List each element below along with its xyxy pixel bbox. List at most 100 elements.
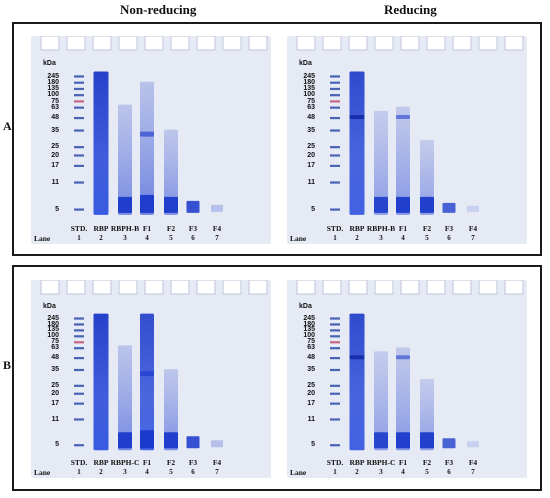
- mw-marker-label: 63: [51, 344, 59, 352]
- well-icon: [478, 36, 498, 51]
- lane-number: 2: [355, 234, 359, 242]
- ladder-band: [74, 94, 84, 97]
- well-icon: [322, 280, 342, 295]
- gel-a-non-reducing: kDa 245 180 135 100 75 63 48 35 25 20 17 11 5 STD. 1 RBP…: [31, 36, 271, 244]
- mw-marker-label: 75: [307, 338, 315, 346]
- ladder-band: [330, 75, 340, 78]
- ladder-band: [330, 392, 340, 395]
- mw-marker-label: 25: [307, 381, 315, 389]
- lane-number: 3: [123, 468, 127, 476]
- lane-number: 1: [333, 468, 337, 476]
- gel-image: [296, 36, 524, 215]
- well-icon: [374, 280, 394, 295]
- mw-marker-label: 135: [303, 85, 315, 93]
- mw-marker-label: 180: [303, 78, 315, 86]
- lane-name: F1: [142, 458, 152, 467]
- lane-name: F1: [398, 224, 408, 233]
- mw-marker-label: 48: [51, 114, 59, 122]
- ladder-band: [74, 75, 84, 78]
- ladder-band: [330, 347, 340, 350]
- ladder-band: [74, 146, 84, 149]
- lane-name: F4: [212, 458, 222, 467]
- lane-number: 4: [401, 234, 405, 242]
- lane-name: RBPH-C: [110, 458, 140, 467]
- lane-name: F3: [188, 224, 198, 233]
- mw-marker-label: 5: [311, 441, 315, 449]
- lane-number: 1: [333, 234, 337, 242]
- well-icon: [66, 280, 86, 295]
- mw-marker-label: 75: [51, 338, 59, 346]
- mw-marker-label: 100: [303, 91, 315, 99]
- gel-image: [40, 36, 268, 215]
- well-icon: [400, 36, 420, 51]
- well-icon: [504, 280, 524, 295]
- non-reducing-header: Non-reducing: [120, 2, 197, 17]
- lane-band: [118, 432, 132, 449]
- ladder-band: [330, 81, 340, 84]
- ladder-band: [74, 208, 84, 211]
- lane-band: [186, 200, 200, 213]
- mw-marker-label: 35: [51, 126, 59, 134]
- lane-band: [211, 204, 223, 212]
- kda-label: kDa: [43, 302, 56, 310]
- lane-band: [374, 432, 388, 449]
- mw-marker-label: 25: [51, 381, 59, 389]
- lane-smear: [396, 347, 410, 451]
- mw-marker-label: 180: [47, 320, 59, 328]
- lane-band: [140, 194, 154, 213]
- ladder-band: [74, 81, 84, 84]
- ladder-band: [330, 106, 340, 109]
- mw-marker-label: 245: [303, 314, 315, 322]
- lane-band: [374, 196, 388, 213]
- ladder-band: [330, 384, 340, 387]
- well-icon: [92, 280, 112, 295]
- lane-name: RBPH-B: [366, 224, 396, 233]
- lane-smear: [164, 129, 178, 215]
- well-icon: [452, 280, 472, 295]
- ladder-band: [330, 87, 340, 91]
- gel-image: [296, 280, 524, 451]
- gel-image: [40, 280, 268, 451]
- lane-word: Lane: [34, 468, 51, 477]
- ladder-band: [74, 164, 84, 167]
- lane-name: F4: [468, 224, 478, 233]
- lane-band: [140, 131, 154, 137]
- lane-word: Lane: [290, 468, 307, 477]
- mw-marker-label: 11: [307, 178, 315, 186]
- mw-marker-label: 180: [47, 78, 59, 86]
- lane-name: RBP: [93, 224, 109, 233]
- lane-number: 3: [379, 234, 383, 242]
- well-icon: [296, 280, 316, 295]
- well-icon: [118, 280, 138, 295]
- ladder-band: [330, 317, 340, 320]
- lane-number: 4: [145, 468, 149, 476]
- lane-name: F4: [212, 224, 222, 233]
- ladder-band: [330, 444, 340, 447]
- lane-number: 6: [191, 234, 195, 242]
- lane-number: 3: [379, 468, 383, 476]
- lane-band: [164, 432, 178, 449]
- lane-name: F1: [398, 458, 408, 467]
- well-icon: [348, 36, 368, 51]
- lane-band: [467, 205, 479, 212]
- well-icon: [348, 280, 368, 295]
- mw-marker-label: 35: [307, 126, 315, 134]
- well-icon: [296, 36, 316, 51]
- lane-band: [442, 202, 456, 213]
- ladder-band: [330, 329, 340, 332]
- ladder-band: [330, 402, 340, 405]
- ladder-band: [74, 129, 84, 132]
- lane-band: [164, 196, 178, 213]
- mw-marker-label: 20: [51, 389, 59, 397]
- well-icon: [196, 36, 216, 51]
- mw-marker-label: 11: [307, 415, 315, 423]
- well-icon: [196, 280, 216, 295]
- mw-marker-label: 35: [307, 366, 315, 374]
- lane-name: F2: [422, 224, 432, 233]
- ladder-band: [330, 208, 340, 211]
- mw-marker-label: 63: [307, 344, 315, 352]
- ladder-band: [74, 154, 84, 157]
- well-icon: [118, 36, 138, 51]
- ladder-band: [74, 181, 84, 184]
- ladder-band: [74, 384, 84, 387]
